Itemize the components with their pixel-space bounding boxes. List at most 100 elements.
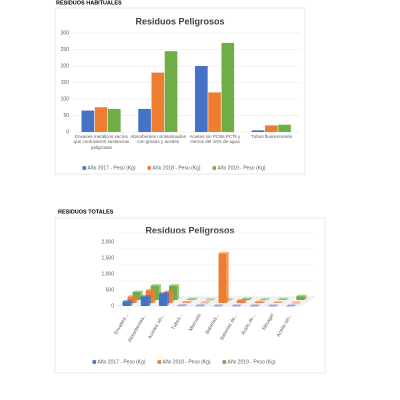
bar (265, 125, 278, 132)
bar (122, 301, 131, 306)
bar-top (200, 301, 211, 303)
y-tick-label: 200 (61, 63, 70, 69)
bar-side (203, 304, 206, 306)
y-tick-label: 50 (63, 113, 69, 119)
bar-top (241, 297, 252, 300)
bar-side (281, 301, 284, 303)
heading: RESIDUOS TOTALES (58, 209, 114, 215)
bar-side (213, 298, 216, 300)
y-tick-label: 500 (106, 287, 115, 293)
bar-top (291, 301, 302, 303)
y-tick-label: 250 (61, 47, 70, 53)
x-tick-label: Envases metálicos vacíos que contuvieron… (73, 134, 130, 150)
bar (187, 299, 196, 300)
bar-top (268, 304, 279, 306)
legend-label: Año 2017 - Peso (Kg) (98, 359, 146, 365)
bar (81, 110, 95, 132)
bar (182, 302, 191, 303)
bar-side (172, 290, 175, 303)
bar-top (127, 295, 138, 297)
bar-top (259, 298, 271, 300)
y-tick-label: 100 (61, 96, 70, 102)
bar (236, 300, 245, 303)
bar-side (244, 298, 247, 303)
bar (221, 42, 235, 132)
legend-label: Año 2019 - Peso (Kg) (218, 165, 266, 171)
legend-label: Año 2017 - Peso (Kg) (88, 165, 136, 171)
bar (151, 72, 165, 132)
y-tick-label: 0 (66, 129, 69, 135)
bar-top (163, 290, 175, 292)
bar-top (122, 299, 133, 302)
legend-label: Año 2018 - Peso (Kg) (153, 165, 201, 171)
bar-top (195, 304, 206, 306)
bar (218, 253, 227, 303)
heading: RESIDUOS HABITUALES (56, 0, 122, 6)
y-tick-label: 1,500 (101, 255, 114, 261)
bar (94, 107, 108, 132)
bar-top (140, 294, 151, 297)
bar-side (249, 297, 252, 300)
bar-side (226, 251, 229, 303)
bar-top (278, 297, 289, 300)
x-tick-label-box: Aceites sin PCBs PCTs y menos del 10% de… (189, 134, 241, 145)
bar-top (286, 304, 297, 306)
chart-frame (54, 217, 326, 374)
bar (158, 293, 168, 306)
bar (164, 51, 178, 132)
bar-side (304, 294, 307, 300)
legend-swatch (82, 166, 87, 170)
bar-side (263, 300, 266, 303)
bar-side (130, 299, 133, 306)
bar-top (145, 288, 156, 291)
bar-top (182, 300, 193, 303)
bar-top (177, 304, 188, 306)
bar (251, 130, 265, 132)
bar (107, 108, 121, 132)
bar-top (249, 304, 261, 306)
bar-side (195, 297, 198, 300)
bar-top (168, 284, 180, 286)
bar-top (296, 294, 307, 297)
bar (195, 66, 208, 132)
legend-swatch (147, 166, 152, 170)
bar-top (254, 300, 266, 303)
x-tick-label: Absorbentes contaminados con grasas y ac… (130, 134, 186, 145)
bar-top (236, 298, 247, 301)
chart-title: Residuos Peligrosos (135, 16, 224, 26)
bar (278, 299, 287, 300)
legend-swatch (222, 360, 227, 364)
bar-top (218, 251, 229, 254)
bar (208, 92, 221, 132)
bar (140, 296, 149, 306)
legend-swatch (157, 360, 162, 364)
legend-label: Año 2019 - Peso (Kg) (228, 359, 276, 365)
bar-top (273, 301, 284, 303)
y-tick-label: 2,000 (101, 239, 114, 245)
bar (138, 108, 151, 132)
bar-top (213, 304, 224, 306)
bar-top (187, 297, 198, 300)
bar (296, 296, 305, 300)
y-tick-label: 150 (61, 80, 70, 86)
y-tick-label: 1,000 (101, 271, 114, 277)
legend-label: Año 2018 - Peso (Kg) (163, 359, 211, 365)
y-tick-label: 0 (111, 303, 114, 309)
bar-side (153, 288, 156, 303)
bar-side (190, 300, 193, 303)
bar-side (208, 301, 211, 303)
x-tick-label-box: Absorbentes contaminados con grasas y ac… (130, 134, 186, 145)
chart-title: Residuos Peligrosos (145, 225, 234, 235)
bar-top (132, 290, 143, 292)
legend-swatch (92, 360, 97, 364)
bar-side (148, 294, 151, 306)
y-tick-label: 300 (61, 30, 70, 36)
bar-top (158, 291, 170, 294)
bar-top (231, 304, 242, 306)
x-tick-label-box: Tubos fluorescentes (251, 134, 292, 139)
x-tick-label-box: Envases metálicos vacíos que contuvieron… (73, 134, 130, 150)
bar-top (150, 284, 161, 286)
x-tick-label: Aceites sin PCBs PCTs y menos del 10% de… (189, 134, 241, 145)
bar-side (268, 298, 271, 300)
